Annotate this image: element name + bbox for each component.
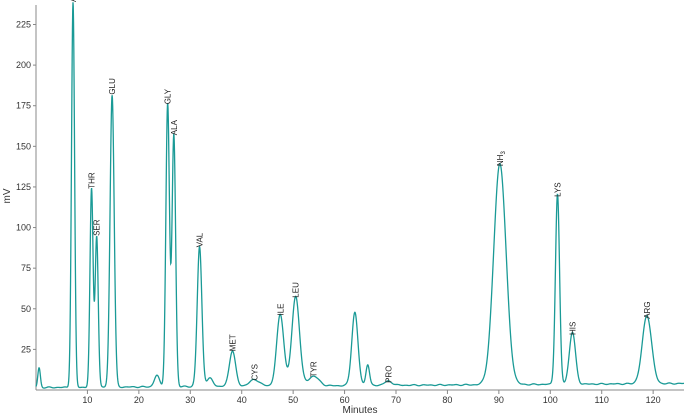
y-tick-label: 100: [16, 223, 31, 233]
x-tick-label: 80: [442, 395, 452, 405]
peak-label-text: ALA: [170, 119, 179, 135]
x-tick-label: 10: [82, 395, 92, 405]
peak-label: GLU: [108, 78, 117, 95]
peak-label-text: ARG: [643, 301, 652, 318]
peak-label: THR: [88, 172, 97, 189]
peak-label: CYS: [251, 364, 260, 380]
peak-label: VAL: [196, 232, 205, 247]
peak-label-text: LEU: [292, 282, 301, 298]
y-tick-label: 125: [16, 182, 31, 192]
peak-label-text: PRO: [384, 366, 393, 383]
peak-label: LEU: [292, 282, 301, 298]
peak-label-text: GLU: [108, 78, 117, 95]
x-tick-label: 90: [494, 395, 504, 405]
peak-label-text: SER: [93, 219, 102, 236]
y-axis-title: mV: [2, 188, 13, 203]
x-tick-label: 30: [185, 395, 195, 405]
peak-label: GLY: [164, 88, 173, 104]
peak-label: ARG: [643, 301, 652, 318]
y-tick-label: 200: [16, 60, 31, 70]
peak-label: HIS: [568, 322, 577, 335]
x-tick-label: 70: [391, 395, 401, 405]
y-tick-label: 150: [16, 141, 31, 151]
x-tick-label: 110: [595, 395, 609, 405]
x-tick-label: 20: [134, 395, 144, 405]
peak-label-text: LYS: [554, 182, 563, 197]
peak-label: PRO: [384, 366, 393, 383]
peak-label-text: ASP: [69, 0, 78, 2]
chromatogram-trace: [35, 2, 685, 389]
peak-labels: ASP THR SER GLU GLY ALA VAL MET CYS ILE LEU TYR PRO N…: [69, 0, 652, 383]
peak-label: SER: [93, 219, 102, 236]
peak-label-text: ILE: [276, 303, 285, 315]
peak-label: ASP: [69, 0, 78, 2]
peak-label-subscript: 3: [501, 151, 507, 155]
x-tick-label: 120: [646, 395, 661, 405]
peak-label-text: GLY: [164, 88, 173, 104]
x-axis-ticks: 10 20 30 40 50 60 70 80 90 100 110 120: [82, 390, 661, 405]
peak-label: ALA: [170, 119, 179, 135]
peak-label: NH3: [496, 151, 507, 167]
axes: [35, 5, 684, 391]
x-tick-label: 50: [288, 395, 298, 405]
peak-label-text: HIS: [568, 322, 577, 335]
x-tick-label: 40: [237, 395, 247, 405]
y-tick-label: 50: [21, 304, 31, 314]
peak-label: TYR: [310, 361, 319, 377]
peak-label-text: CYS: [251, 364, 260, 380]
peak-label: ILE: [276, 303, 285, 315]
y-tick-label: 225: [16, 19, 31, 29]
y-tick-label: 25: [21, 344, 31, 354]
peak-label-text: TYR: [310, 361, 319, 377]
x-tick-label: 100: [543, 395, 558, 405]
y-axis-ticks: 25 50 75 100 125 150 175 200 225: [16, 19, 36, 354]
x-axis-title: Minutes: [342, 405, 377, 416]
peak-label-text: MET: [229, 334, 238, 351]
y-tick-label: 175: [16, 101, 31, 111]
y-tick-label: 75: [21, 263, 31, 273]
x-tick-label: 60: [340, 395, 350, 405]
peak-label: MET: [229, 334, 238, 351]
peak-label: LYS: [554, 182, 563, 197]
peak-label-text: VAL: [196, 232, 205, 247]
peak-label-text: NH: [496, 154, 505, 166]
peak-label-text: THR: [88, 172, 97, 189]
